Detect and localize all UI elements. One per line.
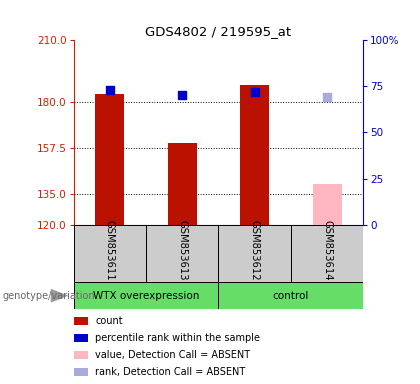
Text: control: control xyxy=(273,291,309,301)
Bar xyxy=(312,184,341,225)
Bar xyxy=(74,225,146,282)
Text: GSM853611: GSM853611 xyxy=(105,220,115,281)
Point xyxy=(251,88,258,94)
Text: percentile rank within the sample: percentile rank within the sample xyxy=(95,333,260,343)
Text: GSM853612: GSM853612 xyxy=(249,220,260,281)
Bar xyxy=(291,225,363,282)
Bar xyxy=(218,282,363,309)
Point xyxy=(324,94,331,100)
Title: GDS4802 / 219595_at: GDS4802 / 219595_at xyxy=(145,25,291,38)
Bar xyxy=(218,225,291,282)
Bar xyxy=(95,94,124,225)
Point xyxy=(179,91,186,98)
Bar xyxy=(74,317,89,325)
Text: GSM853614: GSM853614 xyxy=(322,220,332,281)
Text: count: count xyxy=(95,316,123,326)
Point xyxy=(106,88,113,94)
Bar xyxy=(168,143,197,225)
Bar xyxy=(74,334,89,342)
Bar xyxy=(74,351,89,359)
Text: GSM853613: GSM853613 xyxy=(177,220,187,281)
Text: genotype/variation: genotype/variation xyxy=(2,291,95,301)
Bar xyxy=(74,368,89,376)
Bar xyxy=(240,85,269,225)
Bar xyxy=(74,282,218,309)
Text: value, Detection Call = ABSENT: value, Detection Call = ABSENT xyxy=(95,350,250,360)
Text: rank, Detection Call = ABSENT: rank, Detection Call = ABSENT xyxy=(95,367,245,377)
Bar xyxy=(146,225,218,282)
Text: WTX overexpression: WTX overexpression xyxy=(93,291,199,301)
Polygon shape xyxy=(51,289,68,303)
